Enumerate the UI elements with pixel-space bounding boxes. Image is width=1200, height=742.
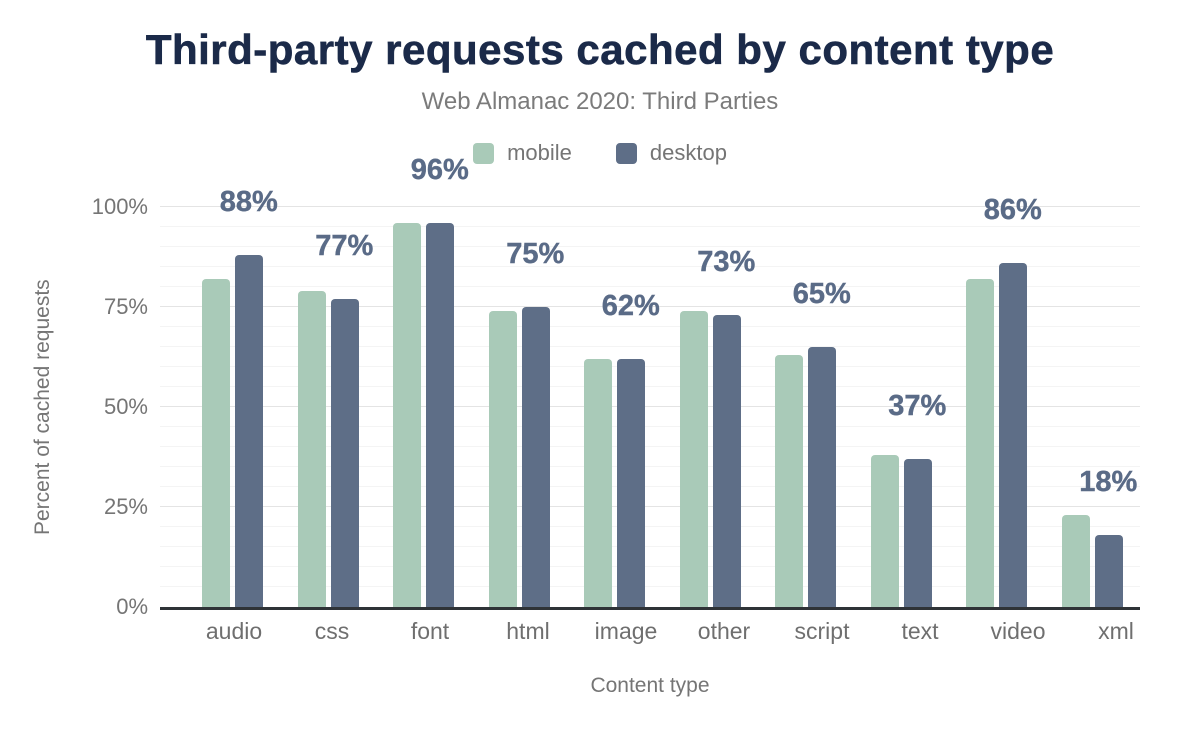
x-tick-label-script: script: [794, 618, 850, 644]
x-tick-label-text: text: [901, 618, 939, 644]
bar-group-html: 75%: [472, 207, 568, 607]
bar-group-audio: 88%: [185, 187, 281, 607]
bar-value-label-image: 62%: [601, 290, 660, 322]
gridline-major: [160, 206, 1140, 207]
bar-mobile-css: [297, 291, 326, 607]
chart-title: Third-party requests cached by content t…: [145, 26, 1055, 74]
bar-mobile-video: [966, 279, 995, 607]
bar-group-text: 37%: [854, 207, 950, 607]
x-tick-label-other: other: [697, 618, 751, 644]
bar-mobile-audio: [202, 279, 231, 607]
x-tick-label-css: css: [314, 618, 350, 644]
bar-value-label-xml: 18%: [1079, 466, 1138, 498]
gridline-minor: [160, 446, 1140, 447]
gridline-minor: [160, 466, 1140, 467]
bar-desktop-other: [712, 315, 741, 607]
legend-item-mobile[interactable]: mobile: [473, 140, 572, 166]
plot-area: 88% 77% 96% 75% 62% 73% 65% 37% 86% 18%: [160, 155, 1141, 610]
x-tick-label-xml: xml: [1098, 618, 1134, 644]
bar-value-label-css: 77%: [315, 230, 374, 262]
y-tick-label: 0%: [116, 594, 148, 619]
x-axis-title: Content type: [590, 674, 710, 697]
bar-desktop-font: [426, 223, 455, 607]
y-tick-label: 75%: [103, 294, 148, 319]
bar-group-image: 62%: [567, 207, 663, 607]
legend-label: mobile: [507, 140, 572, 165]
gridline-major: [160, 406, 1140, 407]
gridline-minor: [160, 486, 1140, 487]
bar-value-label-video: 86%: [983, 194, 1042, 226]
gridline-minor: [160, 546, 1140, 547]
x-axis-ticks: audio css font html image other script text vide…: [160, 618, 1165, 645]
gridline-minor: [160, 286, 1140, 287]
y-tick-label: 50%: [103, 394, 148, 419]
bar-group-xml: 18%: [1045, 207, 1141, 607]
legend-label: desktop: [649, 140, 727, 165]
bar-mobile-html: [488, 311, 517, 607]
gridline-minor: [160, 226, 1140, 227]
gridline-minor: [160, 586, 1140, 587]
bar-desktop-script: [808, 347, 837, 607]
y-tick-label: 100%: [91, 194, 148, 219]
gridline-minor: [160, 266, 1140, 267]
gridline-minor: [160, 246, 1140, 247]
bar-group-other: 73%: [663, 207, 759, 607]
bar-group-css: 77%: [281, 207, 377, 607]
gridline-major: [160, 306, 1140, 307]
bar-desktop-text: [903, 459, 932, 607]
bar-mobile-script: [775, 355, 804, 607]
gridline-minor: [160, 386, 1140, 387]
bar-mobile-font: [393, 223, 422, 607]
bar-value-label-script: 65%: [792, 278, 851, 310]
bar-desktop-html: [521, 307, 550, 607]
gridline-minor: [160, 526, 1140, 527]
bar-value-label-text: 37%: [888, 390, 947, 422]
y-axis-ticks: 0% 25% 50% 75% 100%: [0, 196, 148, 618]
gridline-minor: [160, 566, 1140, 567]
x-tick-label-html: html: [506, 618, 550, 644]
gridline-major: [160, 506, 1140, 507]
bar-group-script: 65%: [758, 207, 854, 607]
gridline-minor: [160, 326, 1140, 327]
bar-desktop-image: [617, 359, 646, 607]
bar-desktop-audio: [235, 255, 264, 607]
bar-desktop-css: [330, 299, 359, 607]
x-tick-label-image: image: [594, 618, 658, 644]
gridline-minor: [160, 366, 1140, 367]
bar-desktop-video: [999, 263, 1028, 607]
bar-value-label-font: 96%: [410, 154, 469, 186]
bar-mobile-xml: [1061, 515, 1090, 607]
gridline-minor: [160, 346, 1140, 347]
legend: mobile desktop: [0, 140, 1200, 166]
x-tick-label-video: video: [990, 618, 1046, 644]
gridline-minor: [160, 426, 1140, 427]
bar-value-label-other: 73%: [697, 246, 756, 278]
legend-swatch-desktop: [615, 142, 637, 164]
bar-value-label-audio: 88%: [219, 186, 278, 218]
legend-swatch-mobile: [473, 142, 495, 164]
x-tick-label-font: font: [410, 618, 450, 644]
legend-item-desktop[interactable]: desktop: [615, 140, 727, 166]
bar-mobile-image: [584, 359, 613, 607]
bar-mobile-other: [679, 311, 708, 607]
x-tick-label-audio: audio: [205, 618, 263, 644]
bar-desktop-xml: [1094, 535, 1123, 607]
bars-row: 88% 77% 96% 75% 62% 73% 65% 37% 86% 18%: [160, 155, 1141, 607]
chart-subtitle: Web Almanac 2020: Third Parties: [421, 88, 779, 115]
bar-mobile-text: [870, 455, 899, 607]
bar-group-video: 86%: [949, 195, 1045, 607]
y-tick-label: 25%: [103, 494, 148, 519]
bar-group-font: 96%: [376, 155, 472, 607]
bar-value-label-html: 75%: [506, 238, 565, 270]
